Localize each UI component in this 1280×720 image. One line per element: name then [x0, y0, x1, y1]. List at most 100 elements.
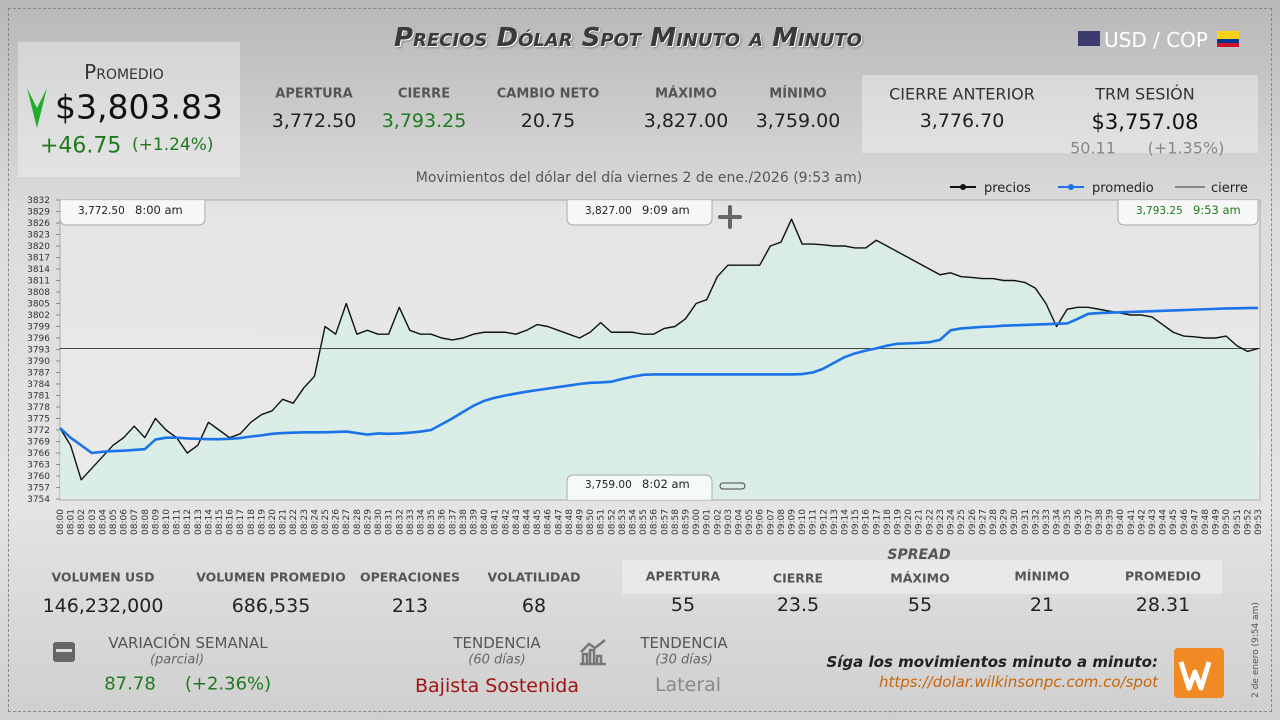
x-tick-label: 08:16 [226, 509, 236, 535]
summary-value: $3,803.83 [55, 87, 223, 127]
previous-close-label: CIERRE ANTERIOR [889, 84, 1035, 104]
volume-value: 146,232,000 [42, 595, 164, 617]
x-tick-label: 08:59 [682, 509, 692, 535]
spread-value: 55 [670, 594, 696, 616]
x-tick-label: 09:33 [1042, 509, 1052, 535]
volume-label: OPERACIONES [359, 569, 461, 585]
x-tick-label: 09:27 [978, 509, 988, 535]
stat-value: 3,793.25 [381, 110, 467, 132]
y-tick-label: 3799 [27, 323, 50, 333]
x-tick-label: 08:51 [597, 509, 607, 535]
volume-label: VOLUMEN PROMEDIO [196, 569, 346, 585]
trm-value: $3,757.08 [1091, 110, 1199, 134]
x-tick-label: 08:36 [438, 509, 448, 535]
stat-value: 3,759.00 [755, 110, 841, 132]
weekly-sub: (parcial) [149, 652, 205, 668]
x-tick-label: 09:53 [1254, 509, 1264, 535]
y-tick-label: 3772 [27, 426, 50, 436]
x-tick-label: 09:36 [1074, 509, 1084, 535]
y-tick-label: 3814 [27, 265, 50, 275]
x-tick-label: 08:57 [660, 509, 670, 535]
summary-label: Promedio [84, 60, 164, 84]
spread-label: APERTURA [645, 568, 721, 584]
x-tick-label: 08:42 [501, 509, 511, 535]
previous-close-value: 3,776.70 [919, 110, 1005, 132]
trend30-value: Lateral [654, 674, 722, 696]
x-tick-label: 09:24 [947, 509, 957, 535]
volume-value: 213 [391, 595, 429, 617]
x-tick-label: 08:50 [586, 509, 596, 535]
x-tick-label: 08:02 [77, 509, 87, 535]
y-tick-label: 3763 [27, 461, 50, 471]
x-tick-label: 08:32 [395, 509, 405, 535]
x-tick-label: 08:43 [512, 509, 522, 535]
x-tick-label: 09:20 [904, 509, 914, 535]
x-tick-label: 08:23 [300, 509, 310, 535]
x-tick-label: 09:12 [819, 509, 829, 535]
logo-mark [1178, 661, 1212, 691]
x-tick-label: 08:54 [628, 509, 638, 535]
volume-label: VOLUMEN USD [51, 569, 155, 585]
x-tick-label: 08:21 [279, 509, 289, 535]
y-tick-label: 3778 [27, 403, 50, 413]
spread-value: 21 [1029, 594, 1055, 616]
x-tick-label: 09:13 [830, 509, 840, 535]
summary-change-pct: (+1.24%) [132, 135, 214, 155]
trend60-value: Bajista Sostenida [414, 675, 580, 697]
x-tick-label: 09:05 [745, 509, 755, 535]
stat-value: 3,772.50 [271, 110, 357, 132]
trm-label: TRM SESIÓN [1095, 84, 1195, 104]
x-tick-label: 08:04 [98, 509, 108, 535]
x-tick-label: 09:45 [1169, 509, 1179, 535]
x-tick-label: 08:07 [130, 509, 140, 535]
x-tick-label: 08:14 [204, 509, 214, 535]
y-tick-label: 3757 [27, 484, 50, 494]
annotation-time: 8:00 am [135, 203, 183, 217]
x-tick-label: 09:25 [957, 509, 967, 535]
x-tick-label: 09:03 [724, 509, 734, 535]
y-tick-label: 3787 [27, 369, 50, 379]
x-tick-label: 08:24 [310, 509, 320, 535]
x-tick-label: 08:30 [374, 509, 384, 535]
trend-icon [580, 639, 606, 666]
x-tick-label: 08:53 [618, 509, 628, 535]
x-tick-label: 09:46 [1180, 509, 1190, 535]
annotation-box [59, 200, 206, 226]
x-tick-label: 09:08 [777, 509, 787, 535]
x-tick-label: 08:33 [406, 509, 416, 535]
volume-label: VOLATILIDAD [487, 569, 581, 585]
x-tick-label: 08:28 [353, 509, 363, 535]
x-tick-label: 08:10 [162, 509, 172, 535]
x-tick-label: 08:31 [385, 509, 395, 535]
annotation-value: 3,793.25 [1136, 205, 1183, 217]
spread-value: 28.31 [1135, 594, 1191, 616]
x-tick-label: 09:26 [968, 509, 978, 535]
timestamp: 2 de enero (9:54 am) [1251, 602, 1261, 698]
x-tick-label: 09:31 [1021, 509, 1031, 535]
x-tick-label: 08:01 [67, 509, 77, 535]
x-tick-label: 08:48 [565, 509, 575, 535]
weekly-label: VARIACIÓN SEMANAL [108, 634, 268, 652]
x-tick-label: 08:29 [363, 509, 373, 535]
x-tick-label: 09:28 [989, 509, 999, 535]
annotation-value: 3,772.50 [78, 205, 125, 217]
x-tick-label: 08:34 [416, 509, 426, 535]
previous-panel [862, 75, 1258, 153]
x-tick-label: 09:37 [1084, 509, 1094, 535]
summary-change: +46.75 [40, 133, 122, 159]
spread-label: MÍNIMO [1014, 568, 1070, 584]
x-tick-label: 08:49 [575, 509, 585, 535]
spread-panel [622, 560, 1222, 594]
stat-label: CIERRE [397, 86, 451, 102]
volume-value: 686,535 [231, 595, 311, 617]
footer-url[interactable]: https://dolar.wilkinsonpc.com.co/spot [878, 673, 1158, 691]
x-tick-label: 08:47 [554, 509, 564, 535]
legend-dot [960, 184, 966, 190]
y-tick-label: 3826 [27, 219, 50, 229]
stat-label: MÍNIMO [769, 86, 827, 102]
annotation-time: 8:02 am [642, 477, 690, 491]
x-tick-label: 08:41 [491, 509, 501, 535]
x-tick-label: 08:22 [289, 509, 299, 535]
